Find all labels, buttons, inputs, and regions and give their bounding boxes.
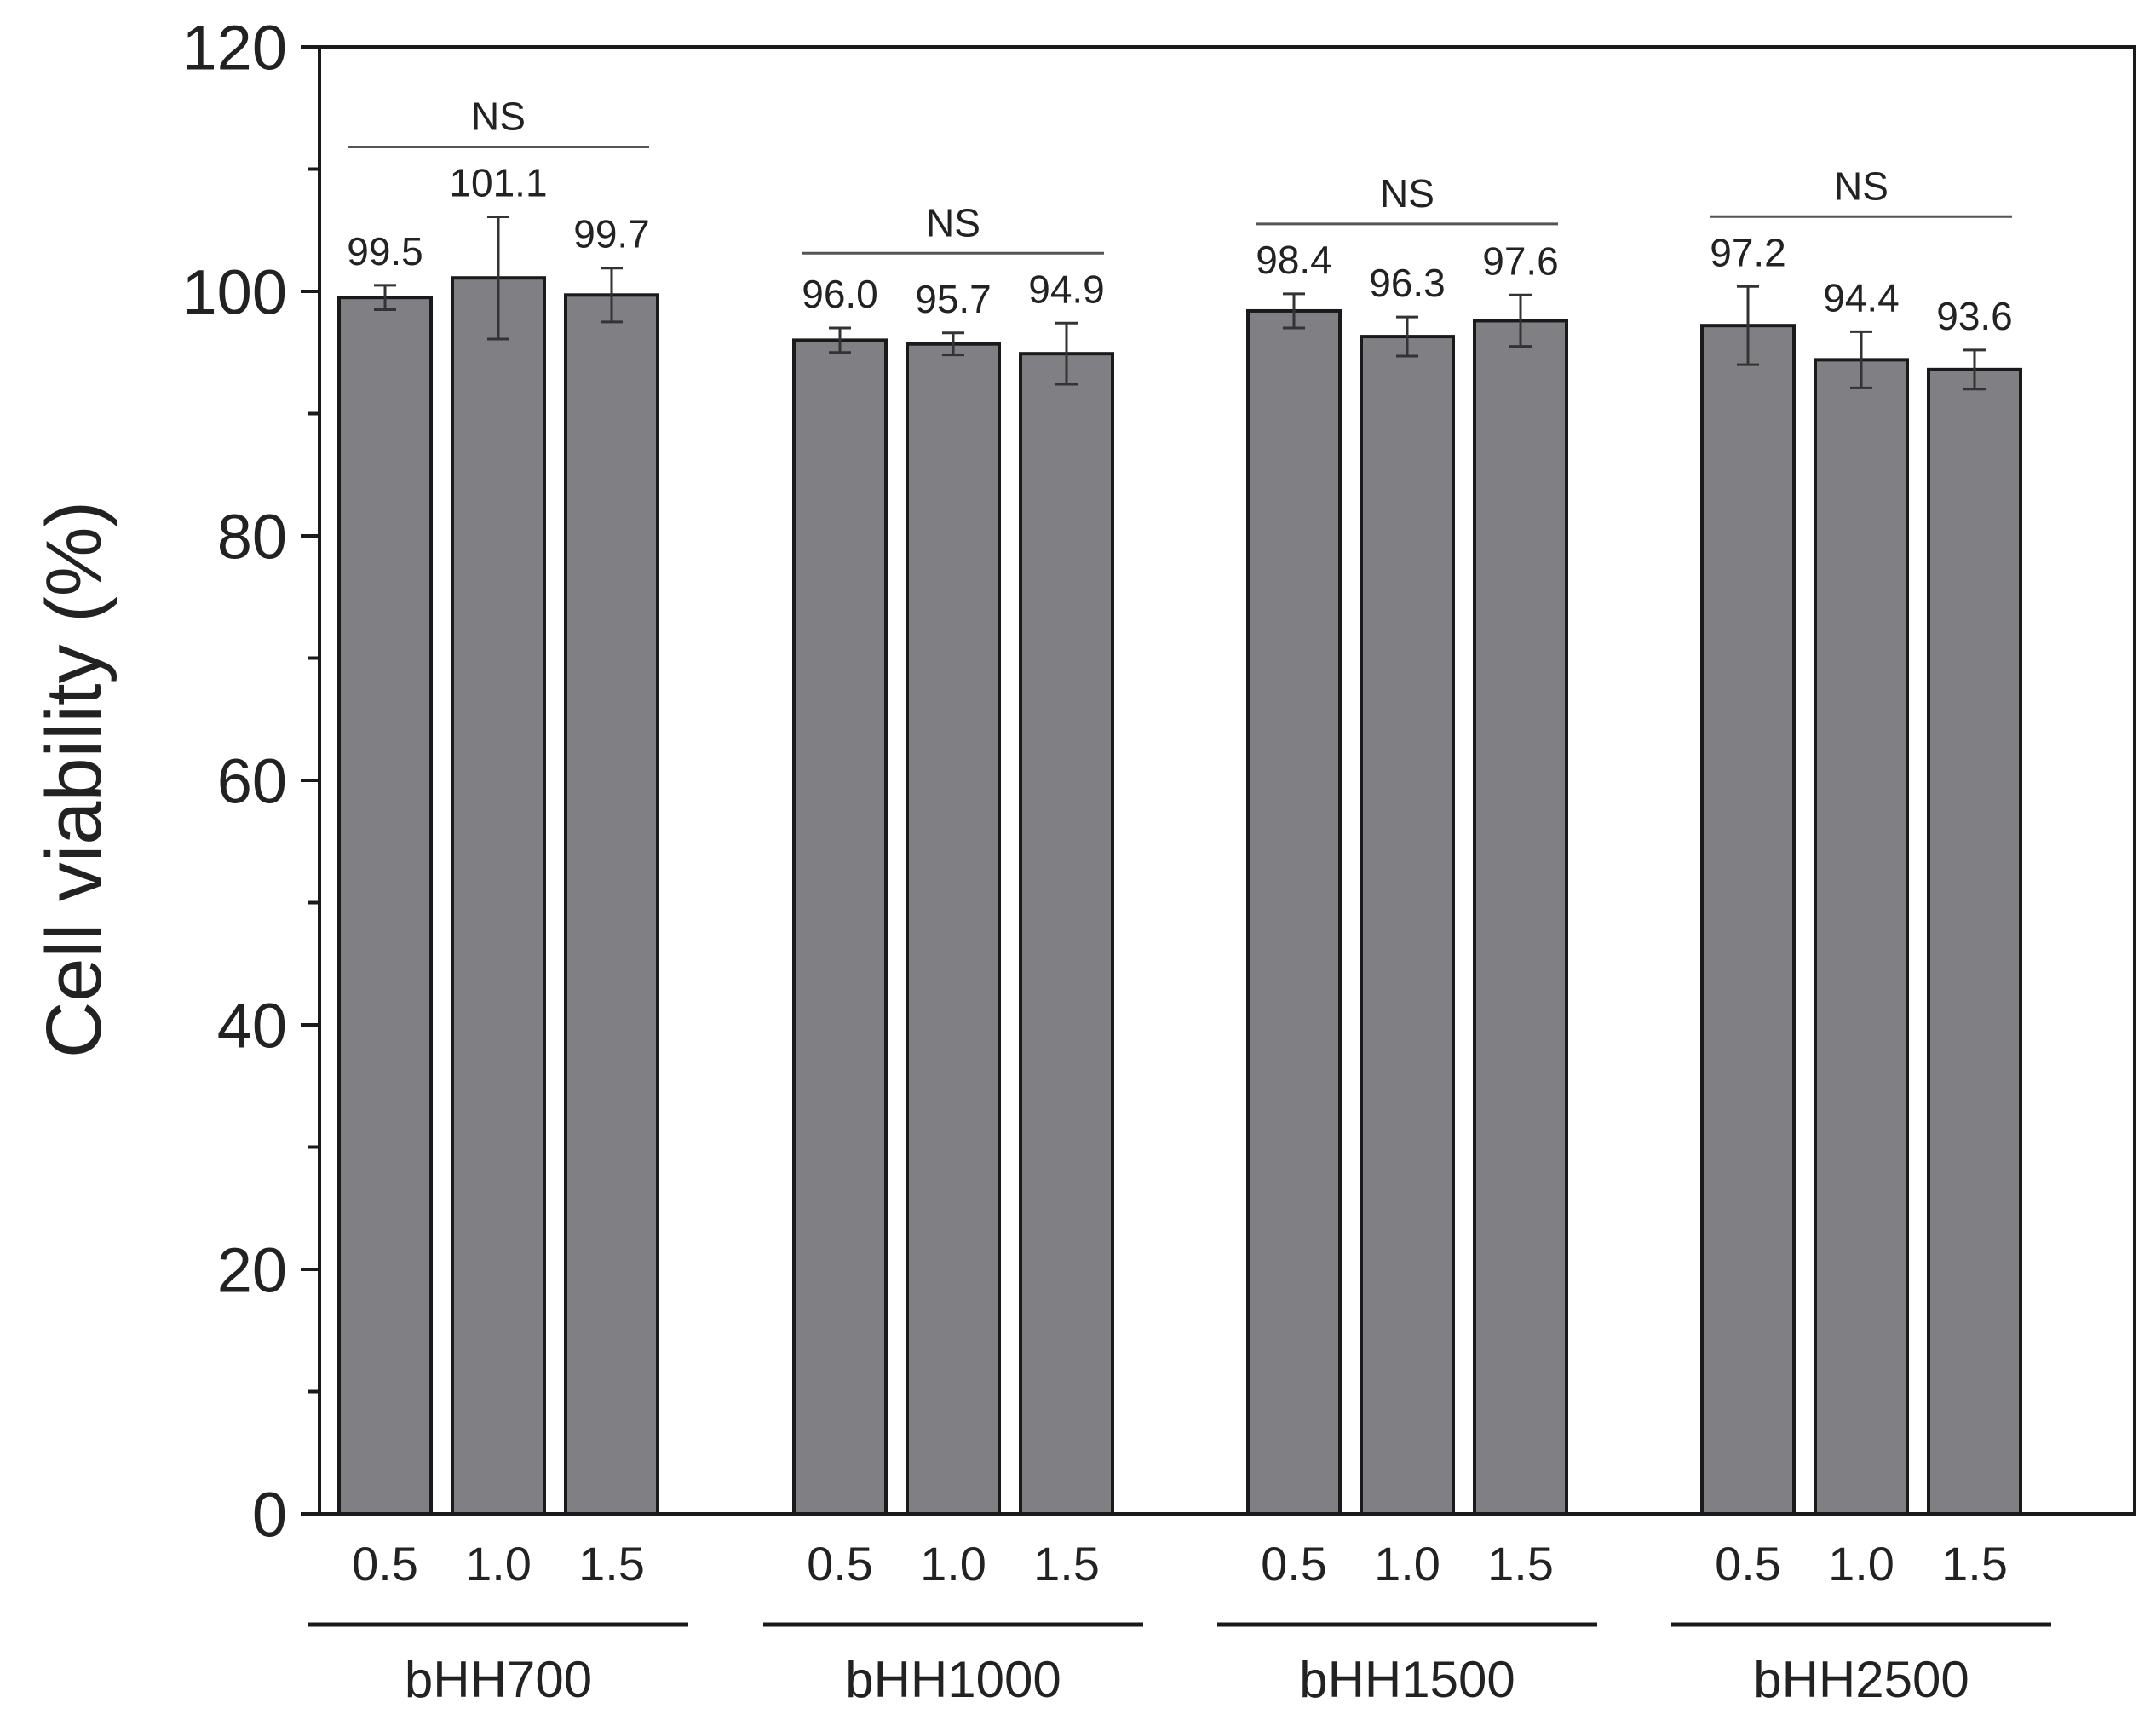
y-tick-label: 80 bbox=[217, 502, 287, 572]
group-label: bHH1500 bbox=[1299, 1651, 1515, 1708]
significance-label: NS bbox=[926, 200, 980, 244]
value-label: 93.6 bbox=[1936, 294, 2013, 338]
x-axis: 0.5 1.0 1.5 bHH700 0.5 1.0 1.5 bHH1000 0.5 1.0 1.5… bbox=[308, 1537, 2051, 1708]
y-tick-label: 0 bbox=[252, 1480, 287, 1550]
significance-label: NS bbox=[1380, 171, 1434, 216]
value-label: 94.9 bbox=[1028, 267, 1105, 311]
significance-label: NS bbox=[471, 94, 526, 138]
x-tick-label: 1.5 bbox=[1487, 1537, 1554, 1591]
x-tick-label: 1.0 bbox=[920, 1537, 986, 1591]
bar bbox=[1246, 308, 1342, 1516]
bars bbox=[337, 276, 2022, 1516]
y-tick-label: 100 bbox=[182, 257, 287, 328]
x-tick-label: 0.5 bbox=[1715, 1537, 1781, 1591]
bar bbox=[451, 276, 546, 1516]
bar bbox=[1360, 335, 1455, 1516]
value-label: 99.7 bbox=[573, 212, 650, 256]
y-tick-label: 120 bbox=[182, 13, 287, 83]
error-bars bbox=[374, 215, 1986, 391]
value-label: 97.2 bbox=[1710, 230, 1786, 274]
value-label: 97.6 bbox=[1482, 239, 1559, 283]
x-tick-label: 1.0 bbox=[1374, 1537, 1440, 1591]
value-label: 96.3 bbox=[1369, 261, 1446, 305]
value-label: 95.7 bbox=[915, 277, 992, 321]
value-label: 98.4 bbox=[1256, 238, 1332, 282]
group-label: bHH1000 bbox=[845, 1651, 1061, 1708]
y-tick-label: 20 bbox=[217, 1235, 287, 1306]
bar bbox=[792, 338, 888, 1516]
bar bbox=[906, 342, 1001, 1516]
value-label: 96.0 bbox=[802, 272, 878, 316]
value-label: 101.1 bbox=[449, 160, 547, 204]
y-tick-label: 40 bbox=[217, 991, 287, 1061]
value-label: 99.5 bbox=[347, 229, 423, 273]
bar bbox=[1473, 319, 1568, 1516]
bar bbox=[1814, 358, 1909, 1516]
bar bbox=[1019, 352, 1114, 1516]
y-axis: 0 20 40 60 80 100 120 bbox=[182, 13, 319, 1550]
plot-frame bbox=[318, 45, 2136, 1516]
value-labels: 99.5 101.1 99.7 96.0 95.7 94.9 98.4 96.3 97.6 97.… bbox=[347, 160, 2013, 337]
value-label: 94.4 bbox=[1823, 275, 1900, 319]
bar bbox=[337, 296, 433, 1516]
x-tick-label: 1.5 bbox=[1941, 1537, 2008, 1591]
significance-annotations: NS NS NS NS bbox=[348, 94, 2012, 255]
x-tick-label: 0.5 bbox=[352, 1537, 418, 1591]
group-label: bHH700 bbox=[405, 1651, 592, 1708]
x-tick-label: 1.0 bbox=[465, 1537, 532, 1591]
group-label: bHH2500 bbox=[1753, 1651, 1969, 1708]
x-tick-label: 0.5 bbox=[1261, 1537, 1327, 1591]
significance-label: NS bbox=[1834, 164, 1889, 208]
y-tick-label: 60 bbox=[217, 746, 287, 817]
bar bbox=[1700, 324, 1796, 1516]
x-tick-label: 0.5 bbox=[807, 1537, 873, 1591]
x-tick-label: 1.5 bbox=[578, 1537, 645, 1591]
bar bbox=[1927, 367, 2022, 1516]
x-tick-label: 1.0 bbox=[1828, 1537, 1894, 1591]
x-tick-label: 1.5 bbox=[1033, 1537, 1100, 1591]
bar bbox=[564, 293, 659, 1516]
y-axis-label: Cell viability (%) bbox=[31, 501, 118, 1058]
